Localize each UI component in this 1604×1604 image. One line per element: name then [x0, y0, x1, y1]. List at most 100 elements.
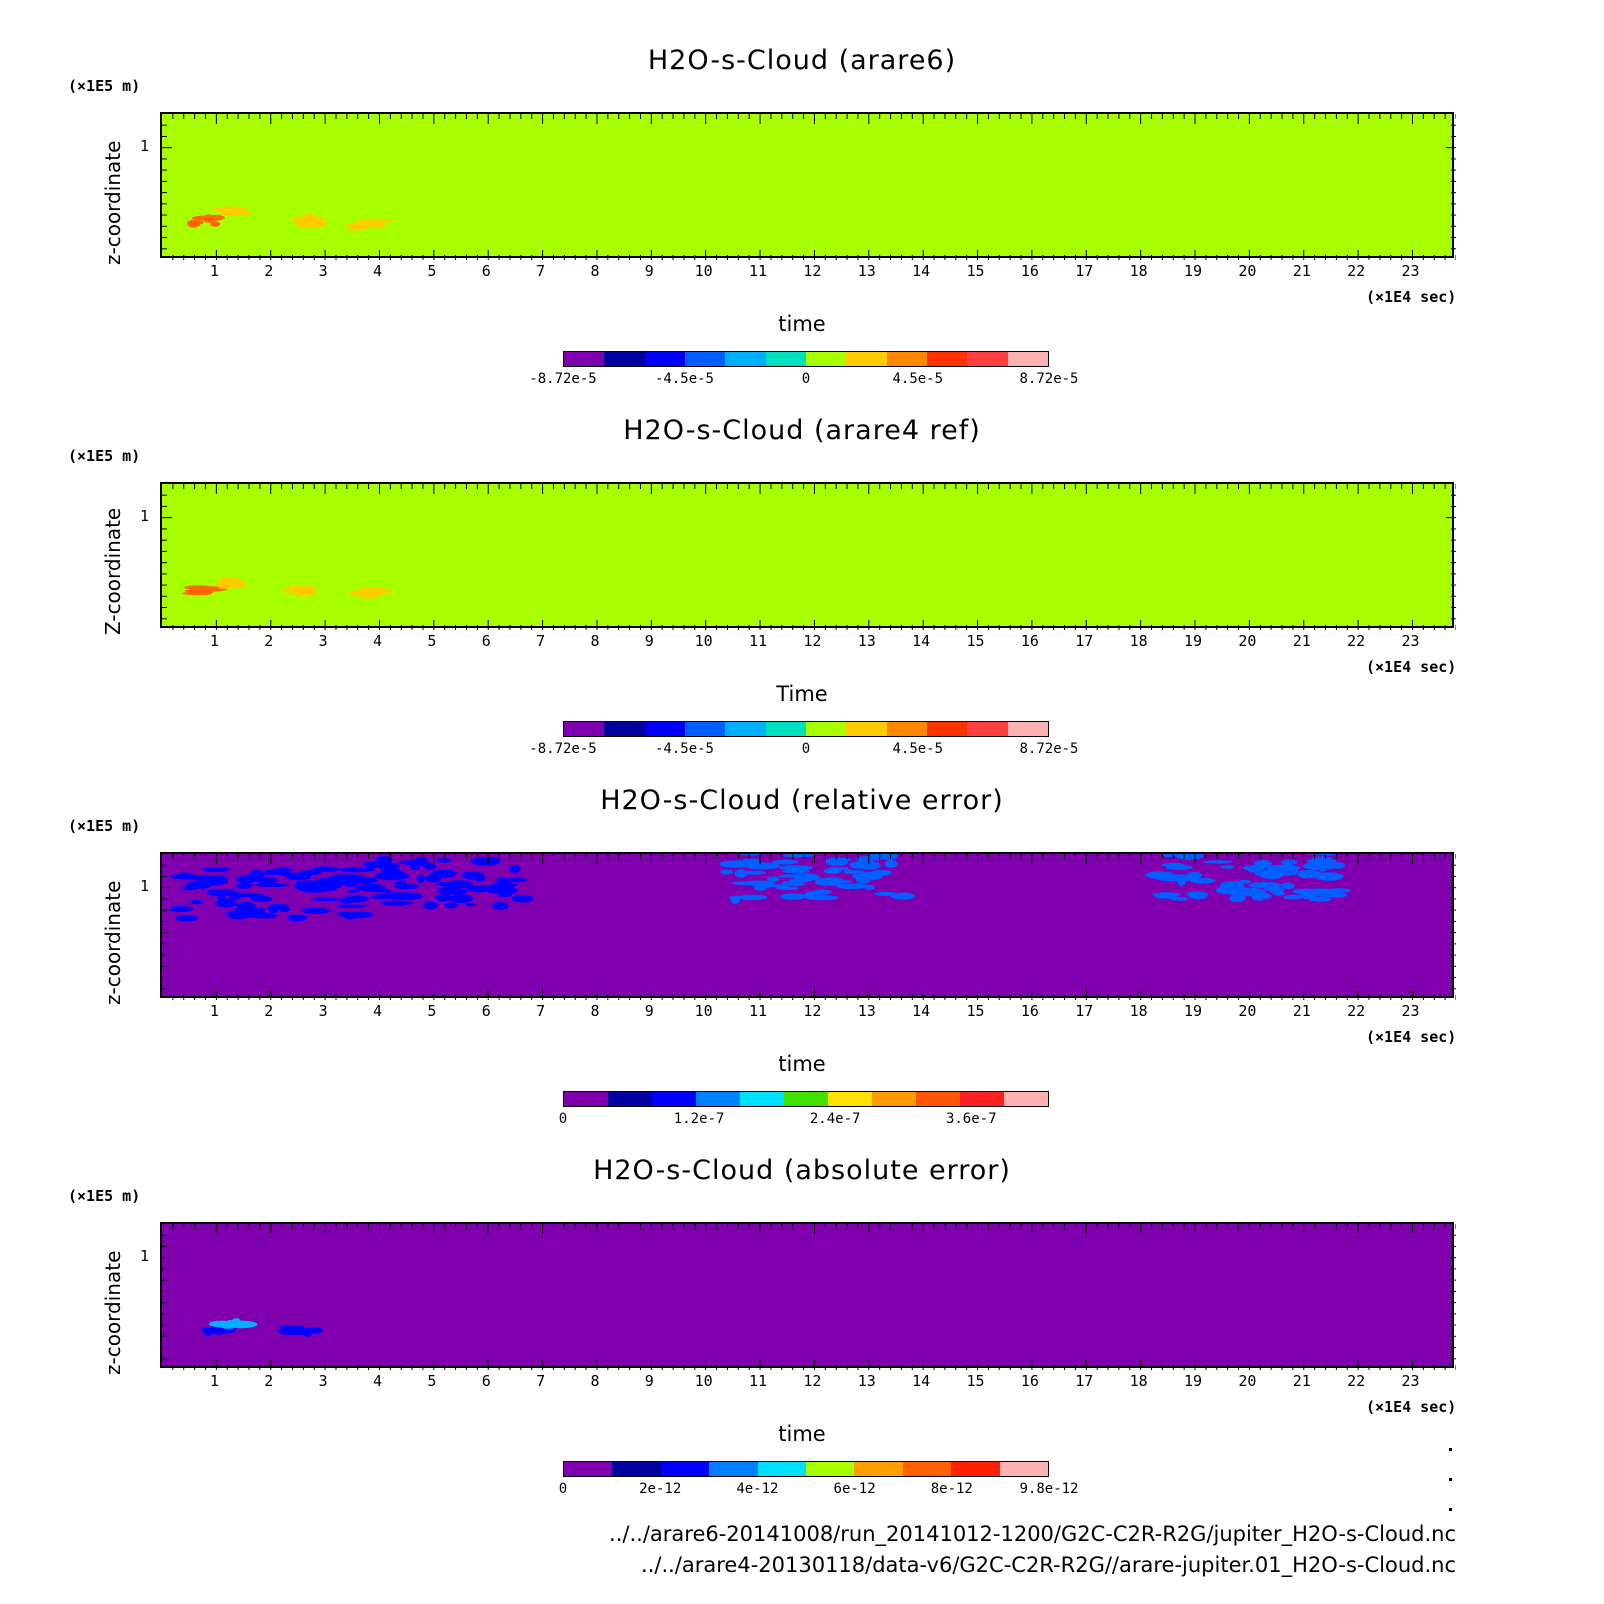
x-axis-label: Time [776, 682, 828, 706]
x-tick-label: 18 [1129, 632, 1148, 650]
heatmap-feature [1308, 896, 1332, 902]
x-tick-label: 4 [372, 1372, 382, 1390]
stray-dot [1449, 1508, 1452, 1511]
panel-title: H2O-s-Cloud (relative error) [600, 785, 1004, 816]
heatmap-feature [1248, 882, 1282, 889]
heatmap-feature [346, 222, 368, 231]
heatmap-feature [1315, 872, 1344, 881]
heatmap-feature [186, 886, 195, 890]
heatmap-feature [771, 859, 799, 865]
x-tick-label: 9 [644, 1372, 654, 1390]
heatmap-feature [299, 869, 323, 876]
colorbar-label: 9.8e-12 [1019, 1481, 1079, 1497]
heatmap-feature [1170, 897, 1189, 901]
colorbar-swatch [916, 1092, 960, 1106]
x-tick-label: 16 [1020, 1002, 1039, 1020]
heatmap-feature [1165, 865, 1193, 870]
x-tick-label: 19 [1183, 632, 1203, 650]
heatmap-feature [360, 589, 383, 598]
heatmap-plot-area [160, 482, 1456, 630]
heatmap-feature [497, 892, 513, 897]
x-tick-label: 15 [966, 262, 985, 280]
heatmap-feature [1328, 862, 1346, 869]
heatmap-feature [394, 884, 420, 890]
y-tick-label: 1 [140, 876, 150, 895]
heatmap-feature [233, 906, 267, 913]
heatmap-feature [435, 858, 452, 863]
colorbar-label: 1.2e-7 [673, 1111, 725, 1127]
heatmap-feature [1278, 867, 1299, 876]
colorbar-label: 0 [801, 741, 811, 757]
heatmap-feature [1242, 864, 1266, 872]
heatmap-feature [340, 867, 371, 872]
x-tick-label: 15 [966, 1372, 985, 1390]
heatmap-feature [734, 869, 748, 878]
heatmap-feature [1190, 877, 1216, 884]
heatmap-feature [1156, 875, 1189, 882]
colorbar-swatch [652, 1092, 696, 1106]
colorbar-label: 4e-12 [736, 1481, 779, 1497]
heatmap-feature [823, 868, 842, 875]
x-tick-label: 16 [1020, 262, 1039, 280]
heatmap-feature [422, 863, 436, 870]
heatmap-feature [1317, 863, 1328, 872]
x-tick-label: 2 [264, 632, 274, 650]
heatmap-feature [228, 912, 248, 920]
heatmap-feature [201, 866, 231, 872]
heatmap-feature [793, 873, 821, 881]
colorbar-swatch [644, 352, 685, 366]
x-tick-label: 7 [536, 1002, 546, 1020]
x-tick-label: 13 [857, 1002, 876, 1020]
heatmap-feature [175, 915, 199, 922]
heatmap-feature [443, 902, 458, 909]
heatmap-feature [1202, 860, 1233, 864]
x-tick-label: 10 [694, 1002, 713, 1020]
x-tick-label: 12 [803, 1372, 822, 1390]
x-tick-label: 9 [644, 632, 654, 650]
heatmap-feature [169, 906, 194, 913]
x-axis-label: time [778, 1052, 826, 1076]
heatmap-feature [1175, 854, 1204, 860]
heatmap-feature [228, 896, 241, 900]
x-tick-label: 2 [264, 1002, 274, 1020]
panel-title: H2O-s-Cloud (arare6) [647, 45, 957, 76]
x-tick-label: 23 [1401, 1002, 1420, 1020]
heatmap-feature [350, 590, 363, 597]
x-tick-label: 20 [1238, 632, 1257, 650]
heatmap-feature [1311, 854, 1321, 856]
heatmap-feature [1238, 888, 1266, 896]
colorbar-swatch [828, 1092, 872, 1106]
x-tick-label: 18 [1129, 1002, 1148, 1020]
y-tick-label: 1 [140, 506, 150, 525]
x-axis-label: time [778, 1422, 826, 1446]
heatmap-feature [884, 859, 898, 868]
heatmap-feature [215, 898, 237, 908]
heatmap-feature [305, 1326, 323, 1334]
heatmap-feature [1273, 891, 1286, 896]
colorbar-swatch [604, 722, 645, 736]
colorbar-swatch [967, 722, 1008, 736]
heatmap-feature [305, 589, 317, 596]
heatmap-feature [303, 216, 327, 222]
x-tick-label: 1 [209, 632, 219, 650]
heatmap-feature [178, 872, 192, 877]
heatmap-feature [424, 874, 442, 883]
heatmap-feature [465, 884, 497, 892]
heatmap-plot-area [160, 112, 1456, 260]
colorbar-label: 3.6e-7 [945, 1111, 997, 1127]
colorbar-swatch [926, 722, 968, 736]
heatmap-feature [363, 862, 386, 868]
x-unit-label: (×1E4 sec) [1366, 288, 1457, 306]
x-tick-label: 5 [427, 1372, 437, 1390]
colorbar-swatch [806, 1462, 855, 1476]
colorbar-label: -8.72e-5 [529, 741, 597, 757]
heatmap-feature [187, 219, 201, 228]
colorbar-label: 0 [558, 1481, 568, 1497]
heatmap-feature [409, 865, 420, 870]
heatmap-feature [779, 893, 806, 900]
x-tick-label: 22 [1347, 262, 1366, 280]
x-tick-label: 14 [912, 632, 931, 650]
heatmap-feature [1281, 882, 1295, 890]
heatmap-feature [509, 864, 521, 873]
heatmap-feature [766, 876, 780, 882]
